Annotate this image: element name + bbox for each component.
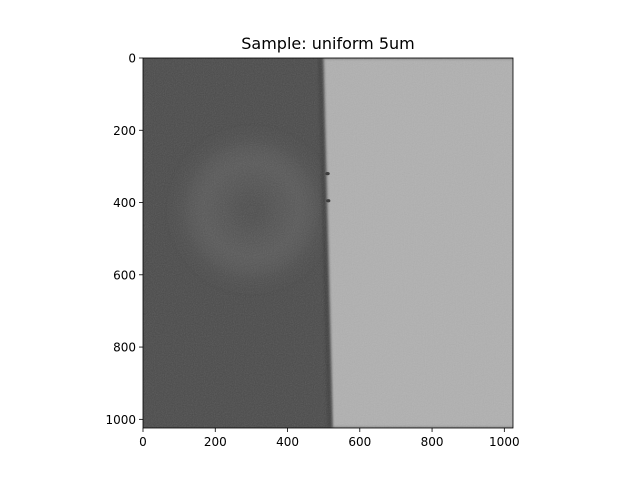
y-axis: 0 200 400 600 800 1000	[105, 52, 143, 427]
y-tick-label: 400	[113, 196, 136, 210]
x-tick-label: 800	[421, 435, 444, 449]
y-tick-label: 800	[113, 341, 136, 355]
x-tick-label: 200	[204, 435, 227, 449]
x-axis: 0 200 400 600 800 1000	[139, 428, 520, 449]
plot-frame	[142, 57, 514, 429]
x-tick-label: 400	[276, 435, 299, 449]
y-tick-label: 0	[128, 52, 136, 66]
y-tick-label: 1000	[105, 413, 136, 427]
chart-title: Sample: uniform 5um	[241, 34, 415, 53]
noise-overlay	[143, 58, 513, 428]
x-tick-label: 0	[139, 435, 147, 449]
image-heatmap	[143, 58, 513, 428]
x-tick-label: 600	[348, 435, 371, 449]
x-tick-label: 1000	[489, 435, 520, 449]
y-tick-label: 600	[113, 268, 136, 282]
y-tick-label: 200	[113, 124, 136, 138]
